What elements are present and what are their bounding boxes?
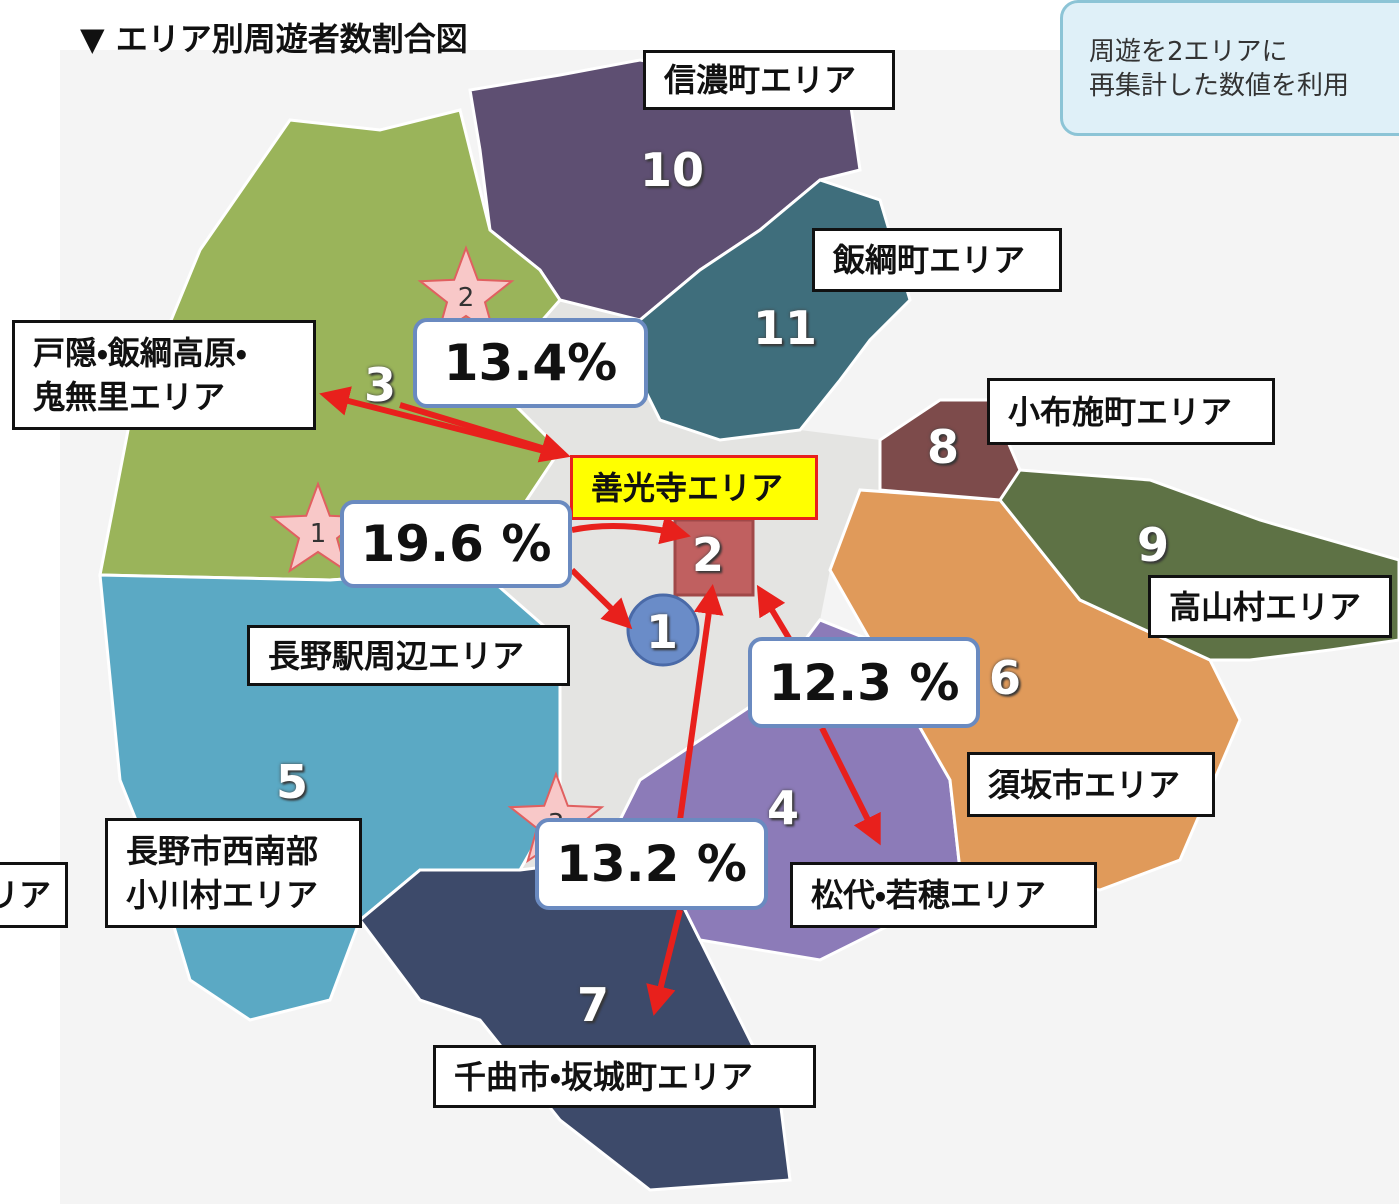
arrow bbox=[569, 567, 633, 630]
area-label-line: 須坂市エリア bbox=[988, 765, 1181, 804]
rank-star bbox=[417, 245, 515, 338]
rank-number: 1 bbox=[310, 519, 327, 549]
area-label-line: 善光寺エリア bbox=[591, 468, 784, 507]
area-label-line: 戸隠・飯綱高原・ bbox=[33, 334, 247, 372]
area-label-line: 松代・若穂エリア bbox=[811, 876, 1046, 914]
area-label: 小布施町エリア bbox=[987, 378, 1275, 445]
area-number: 3 bbox=[363, 358, 397, 412]
ratio-box: 19.6 % bbox=[340, 500, 572, 588]
area-number: 8 bbox=[926, 420, 960, 474]
area-label: 飯綱町エリア bbox=[812, 228, 1062, 292]
area-label: 信濃町エリア bbox=[643, 50, 895, 110]
area-label-line: 小川村エリア bbox=[126, 876, 319, 914]
area-label: 千曲市・坂城町エリア bbox=[433, 1045, 816, 1108]
region-8 bbox=[878, 398, 1022, 502]
area-number: 9 bbox=[1136, 518, 1170, 572]
area-number: 6 bbox=[988, 651, 1022, 705]
arrow bbox=[646, 909, 683, 1016]
area-number: 4 bbox=[766, 781, 800, 835]
arrow bbox=[319, 386, 561, 458]
area-label-line: 千曲市・坂城町エリア bbox=[454, 1057, 753, 1096]
area-label-line: 鬼無里エリア bbox=[33, 378, 226, 416]
area-label: 長野市西南部 小川村エリア bbox=[105, 818, 362, 928]
note-line: 再集計した数値を利用 bbox=[1089, 71, 1350, 101]
area-number: 10 bbox=[639, 143, 705, 197]
area-label: 松代・若穂エリア bbox=[790, 862, 1097, 928]
area-label-line: 長野市西南部 bbox=[126, 832, 319, 870]
area-number: 7 bbox=[576, 978, 610, 1032]
area-number: 11 bbox=[752, 301, 818, 355]
area-label-line: 長野駅周辺エリア bbox=[268, 636, 525, 675]
note-line: 周遊を2エリアに bbox=[1089, 37, 1288, 67]
arrow bbox=[677, 584, 724, 821]
arrows bbox=[319, 386, 881, 1016]
area-label: 善光寺エリア bbox=[570, 455, 818, 520]
region-3 bbox=[98, 108, 562, 582]
region-1 bbox=[626, 593, 700, 667]
area-number: 1 bbox=[645, 605, 679, 659]
title: ▼ エリア別周遊者数割合図 bbox=[80, 20, 468, 58]
ratio-box: 12.3 % bbox=[748, 637, 980, 728]
rank-number: 2 bbox=[458, 283, 475, 313]
area-label: 戸隠・飯綱高原・ 鬼無里エリア bbox=[12, 320, 316, 430]
ratio-box: 13.2 % bbox=[535, 818, 768, 910]
area-label-line: 飯綱町エリア bbox=[833, 241, 1026, 279]
area-label: リア bbox=[0, 862, 68, 928]
area-number: 5 bbox=[275, 755, 309, 809]
area-label-line: 小布施町エリア bbox=[1008, 392, 1233, 431]
note: 周遊を2エリアに再集計した数値を利用 bbox=[1060, 0, 1399, 136]
arrow bbox=[571, 514, 691, 545]
area-label: 須坂市エリア bbox=[967, 752, 1215, 817]
area-label: 長野駅周辺エリア bbox=[247, 625, 570, 686]
arrow bbox=[399, 402, 571, 463]
area-label-line: 高山村エリア bbox=[1169, 587, 1362, 626]
ratio-box: 13.4% bbox=[413, 318, 648, 408]
area-number: 2 bbox=[691, 528, 725, 582]
arrow bbox=[819, 726, 881, 846]
area-label-line: 信濃町エリア bbox=[664, 61, 857, 99]
area-label: 高山村エリア bbox=[1148, 575, 1392, 638]
arrow bbox=[756, 584, 793, 642]
